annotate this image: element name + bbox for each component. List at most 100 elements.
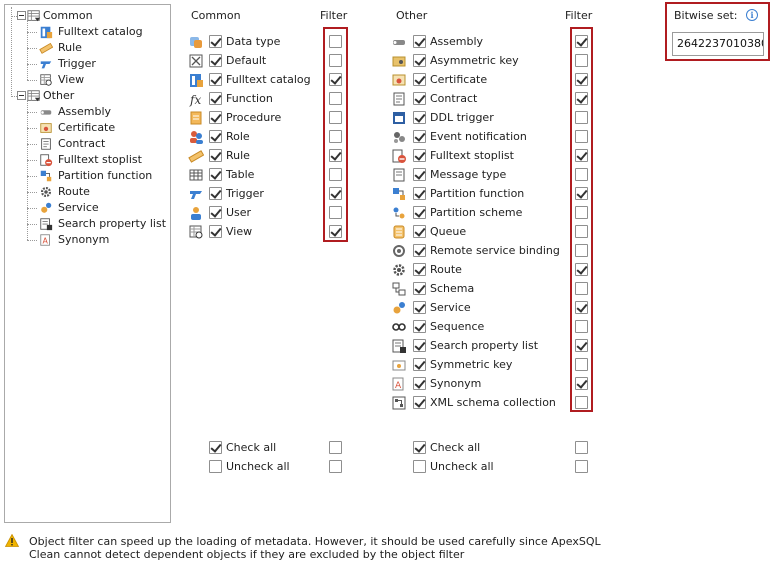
other-schema-label[interactable]: Schema	[430, 282, 475, 295]
tree-node-common[interactable]: Common	[5, 8, 165, 24]
other-route-checkbox[interactable]	[413, 263, 426, 276]
tree-item-rule[interactable]: Rule	[5, 40, 167, 56]
other-xml-schema-collection-label[interactable]: XML schema collection	[430, 396, 556, 409]
other-ddl-trigger-filter-checkbox[interactable]	[575, 111, 588, 124]
other-synonym-label[interactable]: Synonym	[430, 377, 482, 390]
common-function-filter-checkbox[interactable]	[329, 92, 342, 105]
common-procedure-label[interactable]: Procedure	[226, 111, 282, 124]
common-filter-check-all-checkbox[interactable]	[329, 441, 342, 454]
common-role-checkbox[interactable]	[209, 130, 222, 143]
other-asymmetric-key-filter-checkbox[interactable]	[575, 54, 588, 67]
common-role-filter-checkbox[interactable]	[329, 130, 342, 143]
collapse-toggle-icon[interactable]	[17, 11, 26, 20]
common-filter-uncheck-all-checkbox[interactable]	[329, 460, 342, 473]
common-procedure-checkbox[interactable]	[209, 111, 222, 124]
other-ddl-trigger-label[interactable]: DDL trigger	[430, 111, 494, 124]
common-view-checkbox[interactable]	[209, 225, 222, 238]
common-function-label[interactable]: Function	[226, 92, 273, 105]
other-message-type-checkbox[interactable]	[413, 168, 426, 181]
tree-item-service[interactable]: Service	[5, 200, 167, 216]
other-xml-schema-collection-filter-checkbox[interactable]	[575, 396, 588, 409]
other-partition-function-checkbox[interactable]	[413, 187, 426, 200]
tree-item-trigger[interactable]: Trigger	[5, 56, 167, 72]
other-sequence-checkbox[interactable]	[413, 320, 426, 333]
other-symmetric-key-filter-checkbox[interactable]	[575, 358, 588, 371]
other-contract-label[interactable]: Contract	[430, 92, 478, 105]
other-fulltext-stoplist-checkbox[interactable]	[413, 149, 426, 162]
other-service-filter-checkbox[interactable]	[575, 301, 588, 314]
other-schema-filter-checkbox[interactable]	[575, 282, 588, 295]
other-route-filter-checkbox[interactable]	[575, 263, 588, 276]
other-symmetric-key-checkbox[interactable]	[413, 358, 426, 371]
common-rule-checkbox[interactable]	[209, 149, 222, 162]
other-asymmetric-key-label[interactable]: Asymmetric key	[430, 54, 519, 67]
other-schema-checkbox[interactable]	[413, 282, 426, 295]
other-assembly-label[interactable]: Assembly	[430, 35, 484, 48]
other-filter-uncheck-all-checkbox[interactable]	[575, 460, 588, 473]
tree-item-route[interactable]: Route	[5, 184, 167, 200]
common-function-checkbox[interactable]	[209, 92, 222, 105]
other-partition-scheme-checkbox[interactable]	[413, 206, 426, 219]
common-default-label[interactable]: Default	[226, 54, 267, 67]
other-remote-service-binding-filter-checkbox[interactable]	[575, 244, 588, 257]
common-rule-label[interactable]: Rule	[226, 149, 250, 162]
common-user-filter-checkbox[interactable]	[329, 206, 342, 219]
common-data-type-label[interactable]: Data type	[226, 35, 281, 48]
other-check-all-checkbox[interactable]	[413, 441, 426, 454]
other-uncheck-all-label[interactable]: Uncheck all	[430, 460, 494, 473]
common-check-all-checkbox[interactable]	[209, 441, 222, 454]
common-uncheck-all-label[interactable]: Uncheck all	[226, 460, 290, 473]
common-user-label[interactable]: User	[226, 206, 252, 219]
other-xml-schema-collection-checkbox[interactable]	[413, 396, 426, 409]
other-message-type-filter-checkbox[interactable]	[575, 168, 588, 181]
other-event-notification-checkbox[interactable]	[413, 130, 426, 143]
other-partition-scheme-filter-checkbox[interactable]	[575, 206, 588, 219]
common-rule-filter-checkbox[interactable]	[329, 149, 342, 162]
common-data-type-filter-checkbox[interactable]	[329, 35, 342, 48]
tree-item-view[interactable]: View	[5, 72, 167, 88]
tree-item-partition-function[interactable]: Partition function	[5, 168, 167, 184]
other-route-label[interactable]: Route	[430, 263, 462, 276]
common-trigger-label[interactable]: Trigger	[226, 187, 264, 200]
other-contract-filter-checkbox[interactable]	[575, 92, 588, 105]
other-check-all-label[interactable]: Check all	[430, 441, 481, 454]
common-table-filter-checkbox[interactable]	[329, 168, 342, 181]
tree-item-assembly[interactable]: Assembly	[5, 104, 167, 120]
other-certificate-label[interactable]: Certificate	[430, 73, 488, 86]
other-assembly-filter-checkbox[interactable]	[575, 35, 588, 48]
common-role-label[interactable]: Role	[226, 130, 250, 143]
other-fulltext-stoplist-filter-checkbox[interactable]	[575, 149, 588, 162]
other-search-property-list-label[interactable]: Search property list	[430, 339, 539, 352]
other-message-type-label[interactable]: Message type	[430, 168, 507, 181]
common-fulltext-catalog-checkbox[interactable]	[209, 73, 222, 86]
common-check-all-label[interactable]: Check all	[226, 441, 277, 454]
common-table-label[interactable]: Table	[226, 168, 255, 181]
other-contract-checkbox[interactable]	[413, 92, 426, 105]
tree-item-fulltext-catalog[interactable]: Fulltext catalog	[5, 24, 167, 40]
other-certificate-filter-checkbox[interactable]	[575, 73, 588, 86]
other-sequence-label[interactable]: Sequence	[430, 320, 485, 333]
other-queue-checkbox[interactable]	[413, 225, 426, 238]
other-synonym-filter-checkbox[interactable]	[575, 377, 588, 390]
bitwise-input[interactable]: 26422370103805	[672, 32, 764, 56]
other-service-label[interactable]: Service	[430, 301, 471, 314]
other-remote-service-binding-label[interactable]: Remote service binding	[430, 244, 560, 257]
other-event-notification-filter-checkbox[interactable]	[575, 130, 588, 143]
common-table-checkbox[interactable]	[209, 168, 222, 181]
other-queue-filter-checkbox[interactable]	[575, 225, 588, 238]
info-icon[interactable]: i	[746, 9, 758, 21]
other-asymmetric-key-checkbox[interactable]	[413, 54, 426, 67]
other-certificate-checkbox[interactable]	[413, 73, 426, 86]
other-sequence-filter-checkbox[interactable]	[575, 320, 588, 333]
common-user-checkbox[interactable]	[209, 206, 222, 219]
common-view-filter-checkbox[interactable]	[329, 225, 342, 238]
common-fulltext-catalog-filter-checkbox[interactable]	[329, 73, 342, 86]
other-remote-service-binding-checkbox[interactable]	[413, 244, 426, 257]
other-synonym-checkbox[interactable]	[413, 377, 426, 390]
other-search-property-list-filter-checkbox[interactable]	[575, 339, 588, 352]
tree-item-contract[interactable]: Contract	[5, 136, 167, 152]
other-partition-function-filter-checkbox[interactable]	[575, 187, 588, 200]
common-trigger-checkbox[interactable]	[209, 187, 222, 200]
other-symmetric-key-label[interactable]: Symmetric key	[430, 358, 513, 371]
tree-item-certificate[interactable]: Certificate	[5, 120, 167, 136]
